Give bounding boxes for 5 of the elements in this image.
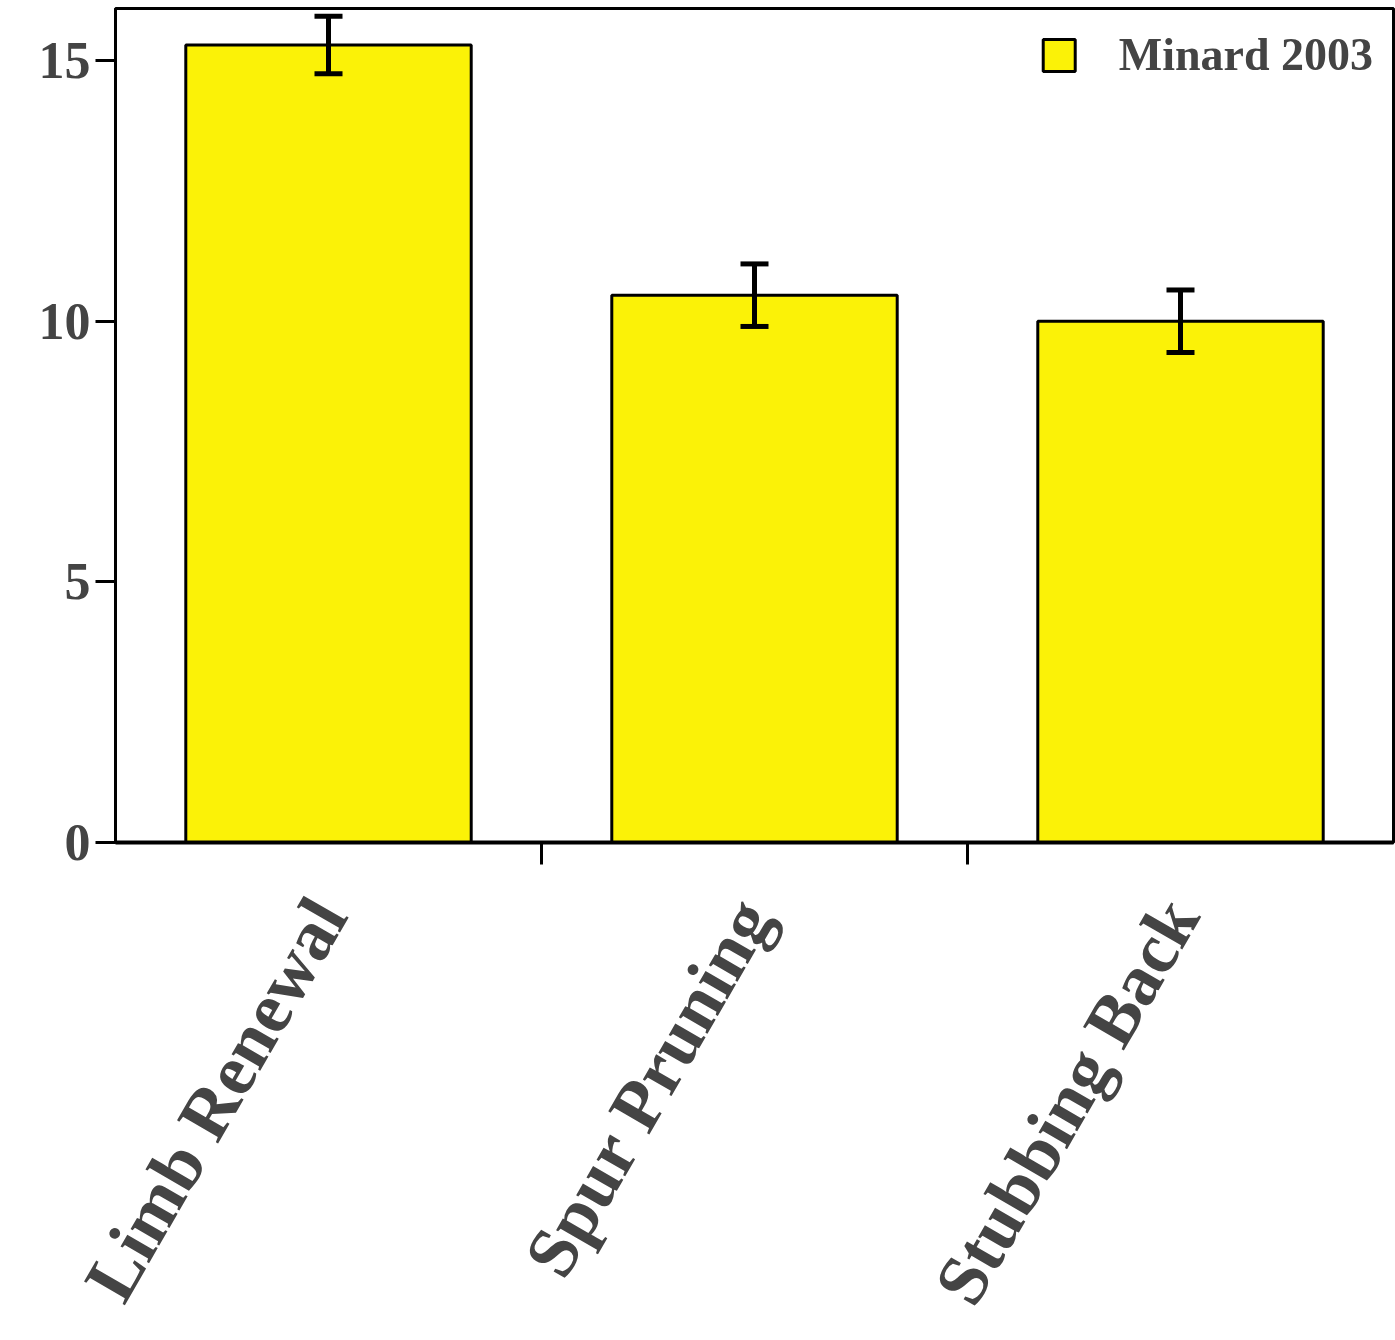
y-tick-label: 0 xyxy=(64,814,91,871)
legend-label: Minard 2003 xyxy=(1118,28,1373,81)
y-tick-label: 15 xyxy=(38,32,91,90)
y-tick-label: 10 xyxy=(38,292,91,350)
y-tick-label: 5 xyxy=(64,553,91,611)
